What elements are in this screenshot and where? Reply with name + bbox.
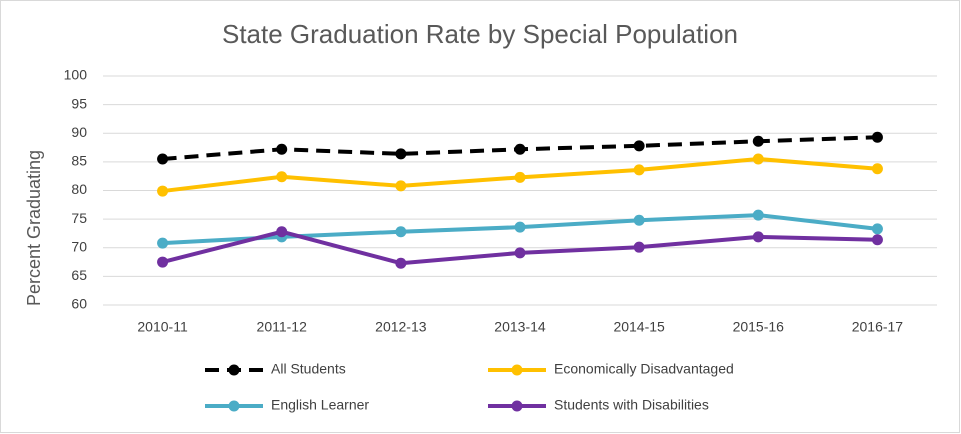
point xyxy=(157,237,169,249)
point xyxy=(395,148,407,160)
x-tick-label: 2014-15 xyxy=(613,319,665,335)
point xyxy=(633,140,645,152)
point xyxy=(276,143,288,155)
point xyxy=(871,234,883,246)
point xyxy=(276,171,288,183)
point xyxy=(752,231,764,243)
legend-marker xyxy=(228,400,240,412)
y-tick-label: 90 xyxy=(71,124,87,140)
point xyxy=(276,226,288,238)
legend-marker xyxy=(228,364,240,376)
point xyxy=(633,241,645,253)
point xyxy=(871,163,883,175)
x-tick-label: 2010-11 xyxy=(137,319,188,335)
point xyxy=(395,226,407,238)
point xyxy=(157,256,169,268)
y-tick-label: 100 xyxy=(64,67,88,83)
legend-marker xyxy=(511,364,523,376)
point xyxy=(871,223,883,235)
y-tick-label: 65 xyxy=(71,267,87,283)
legend-label: Economically Disadvantaged xyxy=(554,361,734,377)
point xyxy=(752,135,764,147)
y-tick-label: 70 xyxy=(71,238,87,254)
y-tick-label: 75 xyxy=(71,210,87,226)
chart-title: State Graduation Rate by Special Populat… xyxy=(222,19,738,49)
legend-label: Students with Disabilities xyxy=(554,397,709,413)
y-tick-label: 80 xyxy=(71,181,87,197)
legend-label: English Learner xyxy=(271,397,369,413)
point xyxy=(395,257,407,269)
y-tick-label: 95 xyxy=(71,95,87,111)
x-tick-label: 2016-17 xyxy=(852,319,904,335)
x-tick-label: 2015-16 xyxy=(733,319,785,335)
point xyxy=(633,164,645,176)
point xyxy=(157,153,169,165)
point xyxy=(514,221,526,233)
point xyxy=(633,214,645,226)
legend-marker xyxy=(511,400,523,412)
y-tick-label: 85 xyxy=(71,153,87,169)
point xyxy=(871,131,883,143)
x-tick-label: 2013-14 xyxy=(494,319,546,335)
point xyxy=(514,171,526,183)
point xyxy=(752,209,764,221)
point xyxy=(752,153,764,165)
point xyxy=(514,143,526,155)
point xyxy=(514,247,526,259)
y-tick-label: 60 xyxy=(71,296,87,312)
point xyxy=(395,180,407,192)
legend-label: All Students xyxy=(271,361,346,377)
y-axis-label: Percent Graduating xyxy=(24,150,44,306)
x-tick-label: 2012-13 xyxy=(375,319,427,335)
point xyxy=(157,185,169,197)
x-tick-label: 2011-12 xyxy=(257,319,308,335)
